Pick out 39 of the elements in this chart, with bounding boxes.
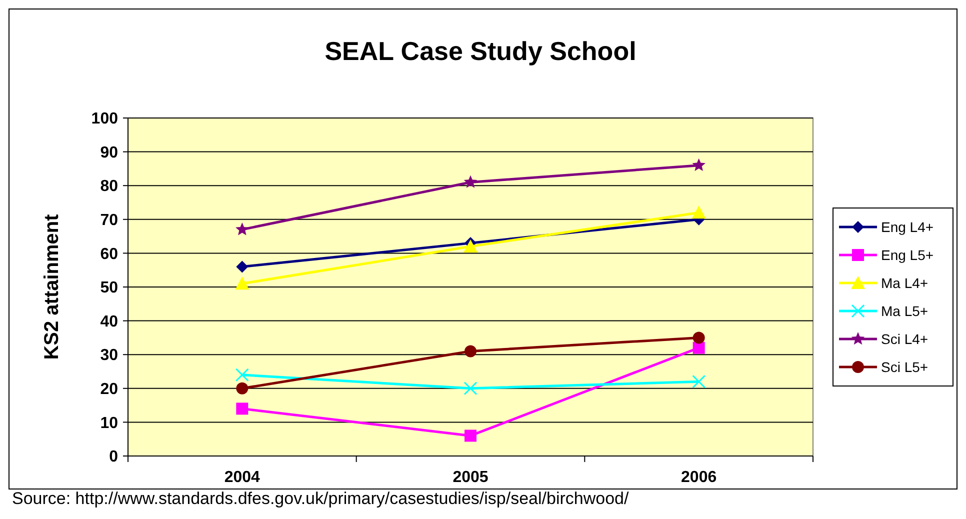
- point: [236, 402, 248, 415]
- y-tick-label: 80: [100, 178, 118, 196]
- point: [236, 222, 249, 236]
- y-tick-label: 20: [100, 381, 118, 398]
- point: [236, 260, 248, 273]
- point: [692, 332, 705, 344]
- point: [464, 430, 476, 442]
- y-tick-label: 0: [109, 448, 118, 466]
- legend-label: Ma L5+: [881, 302, 928, 319]
- point: [464, 239, 478, 252]
- point: [235, 276, 250, 290]
- point: [692, 342, 705, 354]
- source-note: Source: http://www.standards.dfes.gov.uk/primary/casestudies/isp/seal/birchwood/: [12, 489, 629, 508]
- point: [692, 374, 706, 388]
- y-tick-label: 100: [91, 110, 118, 128]
- point: [464, 345, 476, 358]
- y-axis-title: KS2 attainment: [41, 214, 63, 360]
- point: [235, 368, 249, 382]
- y-tick-label: 10: [100, 414, 118, 432]
- legend-label: Sci L5+: [881, 358, 928, 375]
- y-tick-label: 40: [100, 313, 118, 330]
- point: [692, 158, 706, 171]
- y-tick-label: 70: [100, 212, 118, 229]
- y-tick-label: 60: [100, 246, 118, 263]
- point: [692, 206, 706, 219]
- x-tick-label: 2005: [452, 469, 488, 486]
- point: [464, 382, 478, 396]
- y-tick-label: 50: [100, 280, 118, 297]
- x-tick-label: 2004: [224, 469, 260, 486]
- legend-label: Eng L4+: [881, 218, 934, 235]
- legend-label: Ma L4+: [881, 274, 928, 291]
- y-tick-label: 30: [100, 347, 118, 364]
- point: [236, 382, 248, 394]
- y-tick-label: 90: [100, 144, 118, 162]
- chart-title: SEAL Case Study School: [324, 36, 636, 66]
- x-tick-label: 2006: [681, 469, 717, 486]
- legend-label: Sci L4+: [881, 330, 928, 347]
- point: [464, 175, 478, 188]
- legend-label: Eng L5+: [881, 246, 934, 263]
